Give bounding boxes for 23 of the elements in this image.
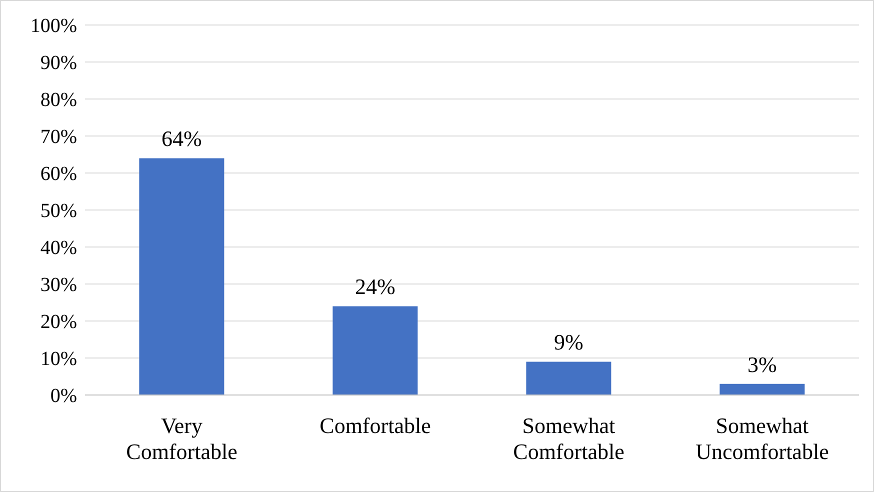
y-tick-label: 80% [40,89,77,112]
x-tick-label: Somewhat Comfortable [513,413,624,464]
y-tick-label: 10% [40,348,77,370]
y-tick-label: 60% [40,163,77,186]
y-tick-label: 30% [40,274,77,296]
x-tick-label: Comfortable [320,413,431,438]
y-tick-label: 50% [40,200,77,222]
y-tick-label: 100% [30,15,77,38]
bar [526,362,612,395]
x-tick-label: Somewhat Uncomfortable [696,413,829,464]
data-label: 24% [355,274,396,300]
x-tick-label: Very Comfortable [126,413,238,464]
y-tick-label: 40% [40,237,77,260]
y-tick-label: 70% [40,126,77,148]
data-label: 64% [162,126,202,152]
bar [332,306,418,395]
y-tick-label: 20% [40,311,77,334]
data-label: 3% [748,352,777,377]
data-label: 9% [554,330,584,355]
bar [139,158,224,395]
y-tick-label: 0% [50,385,77,408]
y-tick-label: 90% [40,52,77,74]
bar [720,384,805,395]
